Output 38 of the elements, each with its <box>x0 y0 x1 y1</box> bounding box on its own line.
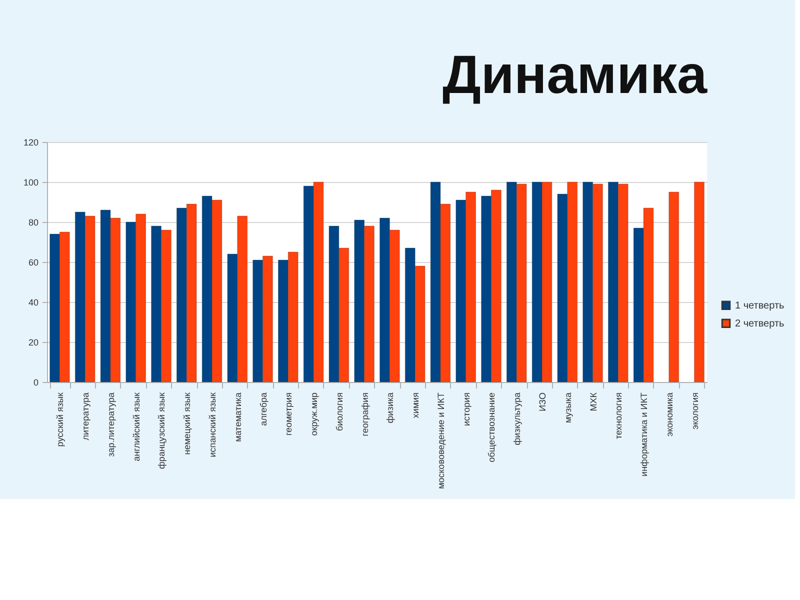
x-tick-label: биология <box>334 392 344 432</box>
chart-title: Динамика <box>442 45 708 105</box>
x-tick-label: английский язык <box>131 392 142 462</box>
y-tick-label: 20 <box>28 338 38 348</box>
x-tick-label: экология <box>690 392 700 430</box>
x-tick-label: русский язык <box>55 392 66 447</box>
x-tick-label: физика <box>385 392 396 424</box>
x-tick-label: литература <box>80 392 91 440</box>
x-tick-label: обществознание <box>486 392 497 462</box>
x-tick-label: история <box>461 392 472 426</box>
x-tick-label: французский язык <box>156 392 167 469</box>
x-tick-label: музыка <box>562 392 573 424</box>
x-tick-label: геометрия <box>284 392 294 436</box>
y-tick-label: 120 <box>23 138 38 148</box>
y-tick-label: 80 <box>28 218 38 228</box>
y-tick-label: 60 <box>28 258 38 268</box>
x-tick-label: окруж.мир <box>309 392 320 436</box>
x-tick-label: немецкий язык <box>182 392 192 455</box>
x-tick-label: информатика и ИКТ <box>639 392 650 476</box>
x-tick-label: география <box>360 392 370 436</box>
x-tick-label: экономика <box>664 392 674 436</box>
x-tick-label: ИЗО <box>538 392 548 412</box>
legend-label: 1 четверть <box>735 300 784 312</box>
bar <box>694 182 704 382</box>
y-tick-label: 40 <box>28 298 38 308</box>
x-tick-label: МХК <box>588 392 598 412</box>
x-tick-label: испанский язык <box>208 392 218 458</box>
bar <box>668 192 679 382</box>
x-tick-label: зар.литература <box>106 392 116 457</box>
x-tick-label: москововедение и ИКТ <box>436 392 446 489</box>
legend-label: 2 четверть <box>735 318 784 330</box>
x-tick-label: химия <box>410 392 421 418</box>
x-tick-label: физкультура <box>512 392 522 446</box>
y-tick-label: 100 <box>23 178 38 188</box>
x-tick-label: алгебра <box>258 392 268 426</box>
x-tick-label: технология <box>614 392 624 440</box>
y-tick-label: 0 <box>33 378 38 388</box>
x-tick-label: математика <box>232 392 243 442</box>
